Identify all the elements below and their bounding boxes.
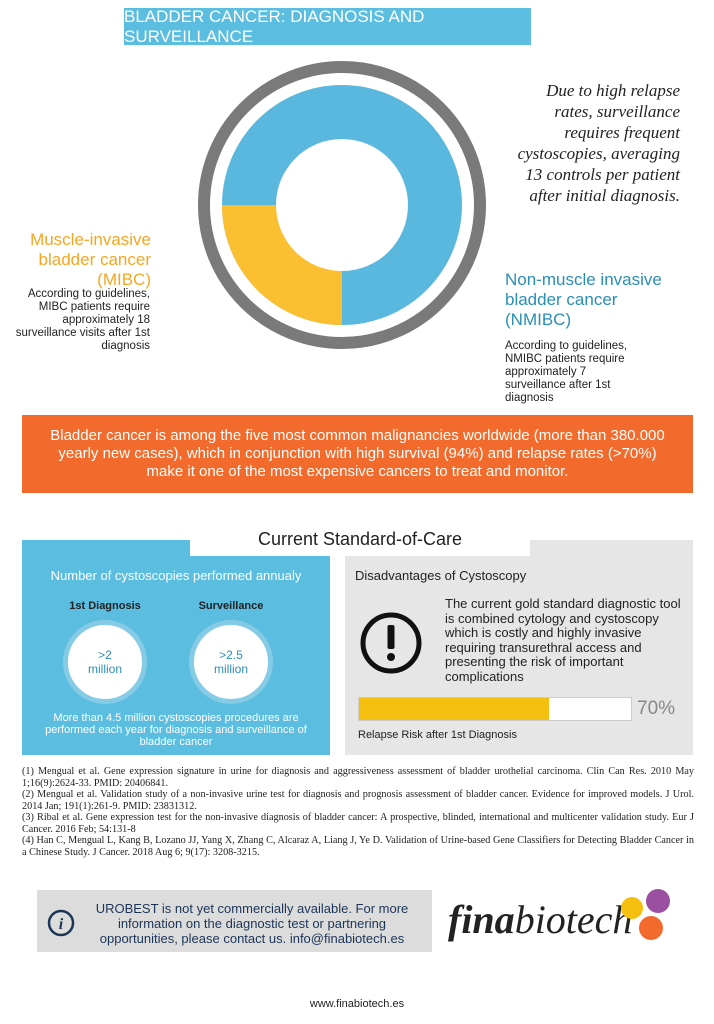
risk-track — [358, 697, 632, 721]
reference: (2) Mengual et al. Validation study of a… — [22, 789, 694, 812]
info-icon: i — [47, 909, 75, 937]
logo-part: fina — [448, 897, 515, 942]
donut — [198, 61, 486, 349]
donut-ring — [198, 61, 486, 349]
title: BLADDER CANCER: DIAGNOSIS AND SURVEILLAN… — [124, 7, 531, 46]
reference: (4) Han C, Mengual L, Kang B, Lozano JJ,… — [22, 835, 694, 858]
nmibc-text: According to guidelines, NMIBC patients … — [505, 340, 628, 404]
footer-url: www.finabiotech.es — [309, 998, 405, 1010]
item-value: >2.5 million — [213, 648, 248, 676]
svg-text:i: i — [59, 916, 64, 933]
mibc-title: Muscle-invasive bladder cancer (MIBC) — [30, 230, 151, 289]
item-circle: >2.5 million — [189, 620, 273, 704]
reference: (1) Mengual et al. Gene expression signa… — [22, 766, 694, 789]
left-heading: Number of cystoscopies performed annualy — [50, 568, 302, 583]
logo-dots — [621, 889, 670, 940]
banner: Bladder cancer is among the five most co… — [22, 415, 693, 493]
note: Due to high relapse rates, surveillance … — [517, 81, 680, 205]
logo: finabiotech — [448, 896, 632, 943]
donut-hole — [276, 139, 408, 271]
right-heading: Disadvantages of Cystoscopy — [355, 568, 527, 583]
banner-text: Bladder cancer is among the five most co… — [50, 427, 665, 480]
warning-icon — [360, 612, 422, 674]
risk-caption: Relapse Risk after 1st Diagnosis — [358, 729, 517, 741]
risk-bar — [359, 698, 550, 720]
logo-part: biotech — [514, 897, 633, 942]
item-label: 1st Diagnosis — [69, 600, 141, 612]
risk-value: 70% — [637, 698, 676, 719]
info-box — [37, 890, 432, 952]
section-title: Current Standard-of-Care — [190, 523, 530, 556]
item-value: >2 million — [87, 648, 122, 676]
nmibc-title: Non-muscle invasive bladder cancer (NMIB… — [505, 270, 662, 329]
item-circle: >2 million — [63, 620, 147, 704]
references: (1) Mengual et al. Gene expression signa… — [22, 766, 694, 858]
right-text: The current gold standard diagnostic too… — [445, 596, 681, 684]
reference: (3) Ribal et al. Gene expression test fo… — [22, 812, 694, 835]
left-footer: More than 4.5 million cystoscopies proce… — [45, 712, 307, 748]
mibc-text: According to guidelines, MIBC patients r… — [15, 288, 150, 352]
item-label: Surveillance — [198, 600, 264, 612]
info-text: UROBEST is not yet commercially availabl… — [95, 901, 409, 946]
